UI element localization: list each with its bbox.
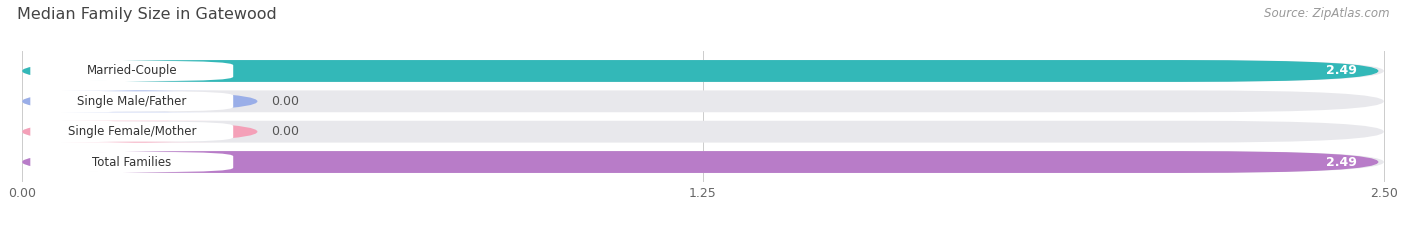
FancyBboxPatch shape [31, 122, 233, 142]
FancyBboxPatch shape [22, 60, 1378, 82]
Text: Total Families: Total Families [93, 155, 172, 168]
Text: 0.00: 0.00 [271, 95, 299, 108]
Text: 2.49: 2.49 [1326, 65, 1357, 78]
Text: Single Female/Mother: Single Female/Mother [67, 125, 195, 138]
FancyBboxPatch shape [22, 90, 257, 112]
FancyBboxPatch shape [31, 152, 233, 172]
FancyBboxPatch shape [22, 60, 1384, 82]
FancyBboxPatch shape [22, 151, 1378, 173]
FancyBboxPatch shape [31, 91, 233, 111]
Text: 0.00: 0.00 [271, 125, 299, 138]
Text: Source: ZipAtlas.com: Source: ZipAtlas.com [1264, 7, 1389, 20]
FancyBboxPatch shape [22, 151, 1384, 173]
FancyBboxPatch shape [22, 90, 1384, 112]
Text: Median Family Size in Gatewood: Median Family Size in Gatewood [17, 7, 277, 22]
Text: 2.49: 2.49 [1326, 155, 1357, 168]
FancyBboxPatch shape [31, 61, 233, 81]
Text: Single Male/Father: Single Male/Father [77, 95, 187, 108]
FancyBboxPatch shape [22, 121, 257, 143]
Text: Married-Couple: Married-Couple [86, 65, 177, 78]
FancyBboxPatch shape [22, 121, 1384, 143]
